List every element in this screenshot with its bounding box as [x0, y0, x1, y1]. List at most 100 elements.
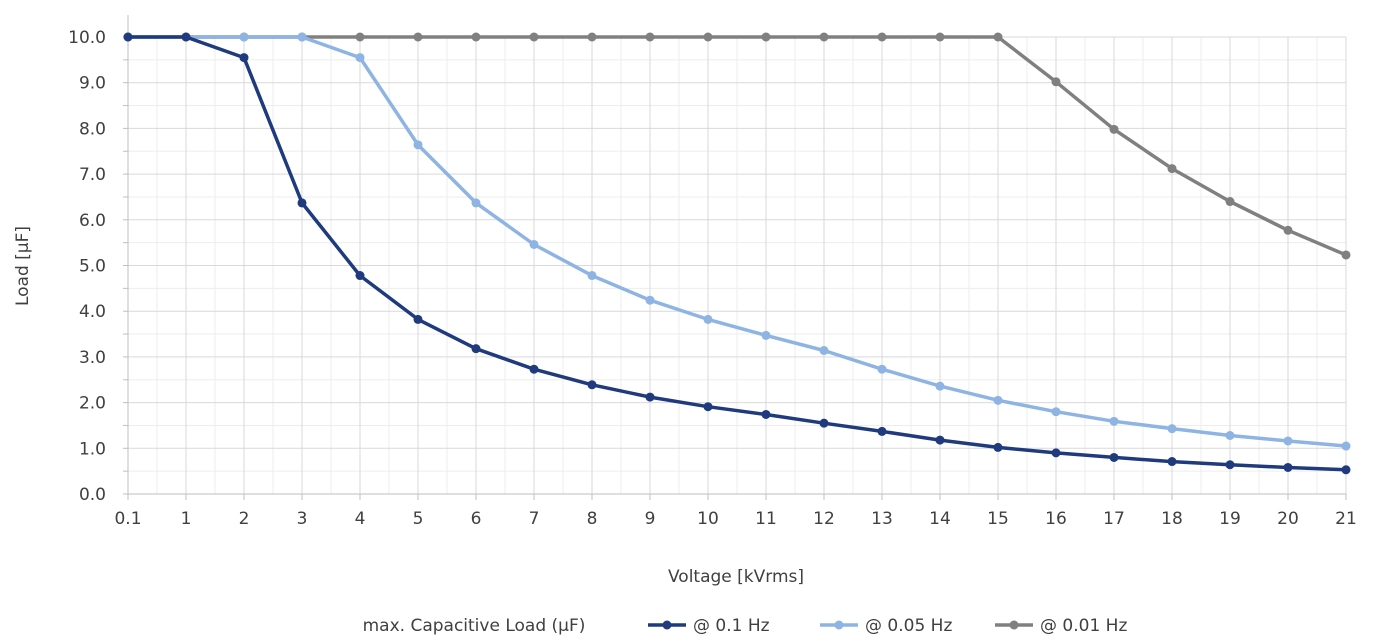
data-point	[645, 295, 655, 305]
x-tick-label: 21	[1335, 509, 1357, 529]
data-point	[1341, 465, 1351, 475]
x-tick-label: 9	[645, 509, 656, 529]
data-point	[297, 198, 307, 208]
legend-swatch-marker	[834, 620, 844, 630]
x-tick-label: 5	[413, 509, 424, 529]
data-point	[587, 271, 597, 281]
data-point	[703, 314, 713, 324]
data-point	[1341, 250, 1351, 260]
legend-title: max. Capacitive Load (µF)	[363, 616, 586, 636]
x-tick-label: 6	[471, 509, 482, 529]
y-tick-label: 10.0	[68, 28, 106, 48]
x-tick-label: 15	[987, 509, 1009, 529]
x-tick-label: 20	[1277, 509, 1299, 529]
series-lines	[123, 32, 1351, 475]
data-point	[1283, 225, 1293, 235]
x-tick-label: 13	[871, 509, 893, 529]
data-point	[413, 32, 423, 42]
data-point	[877, 426, 887, 436]
x-tick-label: 2	[239, 509, 250, 529]
series-line	[128, 35, 1347, 257]
x-tick-label: 10	[697, 509, 719, 529]
data-point	[123, 32, 133, 42]
x-tick-label: 12	[813, 509, 835, 529]
series-line	[128, 35, 1347, 472]
data-point	[1225, 197, 1235, 207]
data-point	[239, 53, 249, 63]
grid	[127, 36, 1347, 494]
data-point	[993, 395, 1003, 405]
data-point	[703, 32, 713, 42]
tick-labels: 0.01.02.03.04.05.06.07.08.09.010.00.1 1 2 3…	[68, 28, 1357, 529]
data-point	[1051, 77, 1061, 87]
data-point	[1283, 462, 1293, 472]
data-point	[1167, 424, 1177, 434]
data-point	[761, 330, 771, 340]
x-tick-label: 19	[1219, 509, 1241, 529]
data-point	[413, 140, 423, 150]
y-tick-label: 3.0	[79, 348, 106, 368]
data-point	[1225, 431, 1235, 441]
x-tick-label: 0.1	[114, 509, 141, 529]
data-point	[1109, 416, 1119, 426]
y-tick-label: 1.0	[79, 439, 106, 459]
x-tick-label: 7	[529, 509, 540, 529]
data-point	[819, 346, 829, 356]
data-point	[1109, 124, 1119, 134]
axes	[123, 15, 1347, 500]
data-point	[529, 32, 539, 42]
data-point	[819, 418, 829, 428]
legend-swatch-marker	[662, 620, 672, 630]
x-tick-label: 8	[587, 509, 598, 529]
x-tick-label: 4	[355, 509, 366, 529]
data-point	[645, 392, 655, 402]
legend-entry-label: @ 0.01 Hz	[1040, 616, 1127, 636]
x-tick-label: 14	[929, 509, 951, 529]
series-line	[128, 35, 1347, 448]
data-point	[993, 442, 1003, 452]
data-point	[1225, 460, 1235, 470]
data-point	[1283, 436, 1293, 446]
data-point	[1341, 441, 1351, 451]
data-point	[935, 32, 945, 42]
x-tick-label: 11	[755, 509, 777, 529]
y-tick-label: 6.0	[79, 211, 106, 231]
data-point	[877, 364, 887, 374]
data-point	[355, 271, 365, 281]
y-tick-label: 5.0	[79, 257, 106, 277]
y-tick-label: 7.0	[79, 165, 106, 185]
x-tick-label: 18	[1161, 509, 1183, 529]
x-tick-label: 3	[297, 509, 308, 529]
data-point	[1109, 452, 1119, 462]
x-tick-label: 16	[1045, 509, 1067, 529]
y-tick-label: 4.0	[79, 302, 106, 322]
data-point	[935, 381, 945, 391]
series-2	[123, 32, 1351, 260]
data-point	[761, 409, 771, 419]
data-point	[1167, 164, 1177, 174]
data-point	[1051, 448, 1061, 458]
data-point	[471, 198, 481, 208]
data-point	[819, 32, 829, 42]
data-point	[1167, 457, 1177, 467]
data-point	[355, 32, 365, 42]
y-axis-title: Load [µF]	[13, 226, 33, 306]
legend-entry-label: @ 0.1 Hz	[693, 616, 770, 636]
legend-entry-label: @ 0.05 Hz	[865, 616, 952, 636]
data-point	[703, 402, 713, 412]
y-tick-label: 2.0	[79, 394, 106, 414]
data-point	[529, 239, 539, 249]
data-point	[471, 344, 481, 354]
series-0	[123, 32, 1351, 475]
data-point	[993, 32, 1003, 42]
data-point	[181, 32, 191, 42]
data-point	[529, 364, 539, 374]
legend: max. Capacitive Load (µF) @ 0.1 Hz @ 0.05…	[363, 616, 1128, 636]
data-point	[413, 314, 423, 324]
data-point	[935, 435, 945, 445]
data-point	[587, 380, 597, 390]
data-point	[877, 32, 887, 42]
data-point	[297, 32, 307, 42]
x-tick-label: 1	[181, 509, 192, 529]
